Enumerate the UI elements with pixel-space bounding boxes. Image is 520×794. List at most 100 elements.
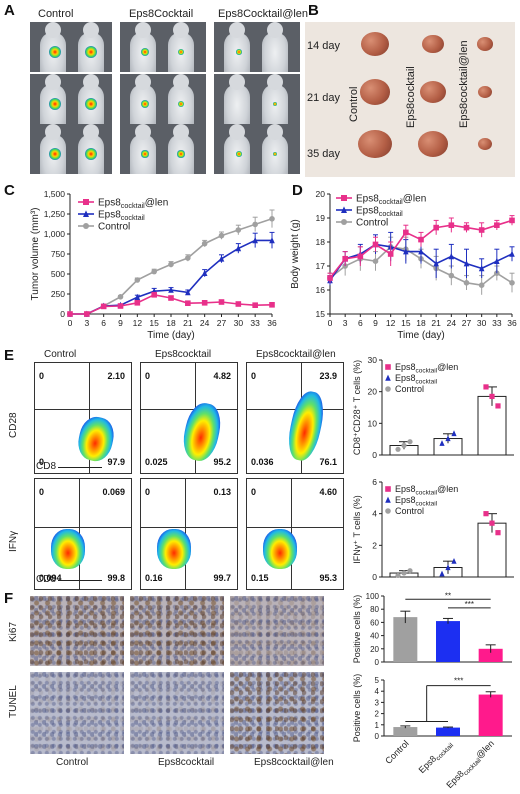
flow-ylabel-cd28: CD28	[8, 412, 19, 438]
cell-density-cloud	[157, 529, 191, 569]
bw-data-point	[433, 224, 439, 231]
luminescence-spot	[49, 46, 61, 58]
luminescence-spot	[236, 151, 242, 157]
ifng-y-tick-label: 4	[372, 509, 377, 519]
vol-x-tick-label: 36	[267, 318, 277, 328]
mouse-image	[214, 124, 300, 174]
cd28-data-point	[445, 435, 451, 442]
luminescence-spot	[177, 150, 185, 158]
ihc-col-control: Control	[56, 757, 89, 768]
vol-x-tick-label: 9	[118, 318, 123, 328]
quadrant-gate-horizontal	[35, 527, 131, 528]
vol-data-point	[235, 227, 242, 233]
cd28-data-point	[483, 384, 489, 390]
bw-x-tick-label: 3	[343, 318, 348, 328]
tunel-stain-image	[30, 672, 124, 754]
tumor	[361, 32, 389, 56]
cd28-data-point	[451, 430, 457, 437]
group-label-control: Control	[38, 8, 74, 20]
quadrant-percentage-ll: 0.15	[251, 573, 269, 583]
vol-data-point	[185, 289, 191, 296]
undefined-x-tick-label: Eps8cocktail	[417, 738, 455, 776]
vol-x-tick-label: 27	[217, 318, 227, 328]
quadrant-percentage-ul: 0	[251, 371, 257, 381]
mouse-body	[224, 74, 250, 124]
ifng-y-tick-label: 2	[372, 540, 377, 550]
ifng-data-point	[401, 570, 407, 576]
undefined-bar	[393, 617, 418, 662]
ifng-data-point	[495, 530, 501, 536]
mouse-body	[262, 22, 288, 72]
cd28-bar	[477, 395, 507, 456]
cd28-legend-label: Eps8cocktail	[395, 373, 437, 385]
luminescence-spot	[272, 151, 278, 157]
bw-x-tick-label: 15	[401, 318, 411, 328]
quadrant-gate-horizontal	[141, 409, 237, 410]
bw-y-tick-label: 15	[316, 309, 326, 319]
ifng-y-tick-label: 6	[372, 477, 377, 487]
ifng-data-point	[439, 570, 445, 577]
panel-label-e: E	[4, 347, 15, 364]
undefined-y-tick-label: 5	[375, 676, 380, 685]
vol-data-point	[117, 294, 124, 300]
luminescence-spot	[141, 100, 149, 108]
bw-legend-label: Eps8cocktail	[356, 206, 403, 219]
quadrant-percentage-lr: 99.7	[213, 573, 231, 583]
tunel-sig-label: ***	[454, 677, 463, 686]
vol-legend-label: Control	[98, 222, 130, 233]
mouse-image	[30, 22, 112, 72]
tumor-group-cocktail: Eps8cocktail	[405, 66, 417, 128]
group-label-cocktail-len: Eps8Cocktail@len	[218, 8, 309, 20]
panel-label-d: D	[292, 182, 303, 199]
undefined-y-tick-label: 0	[375, 658, 380, 667]
panel-label-b: B	[308, 2, 319, 19]
cd28-legend-marker	[385, 374, 391, 381]
flow-plot: 0 4.60 0.15 95.3	[246, 478, 344, 590]
quadrant-percentage-ul: 0	[251, 487, 257, 497]
bw-x-tick-label: 18	[416, 318, 426, 328]
vol-data-point	[269, 237, 275, 244]
luminescence-spot	[272, 101, 278, 107]
vol-x-tick-label: 0	[68, 318, 73, 328]
tumor-group-cocktail-len: Eps8cocktail@len	[458, 40, 470, 128]
bw-data-point	[478, 282, 485, 288]
vol-data-point	[218, 255, 225, 262]
ifng-data-point	[445, 564, 451, 571]
bw-data-point	[494, 270, 500, 276]
ifng-legend-marker	[385, 486, 391, 492]
bw-data-point	[509, 250, 515, 257]
flow-plot: 0 0.069 0.094 99.8	[34, 478, 132, 590]
flow-ylabel-ifng: IFNγ	[8, 530, 19, 552]
bw-data-point	[448, 272, 455, 279]
vol-data-point	[168, 286, 174, 293]
ifng-data-point	[395, 572, 401, 579]
panel-label-f: F	[4, 590, 14, 607]
bw-data-point	[509, 217, 515, 224]
vol-data-point	[218, 232, 225, 239]
panel-label-a: A	[4, 2, 15, 19]
quadrant-percentage-ur: 0.069	[102, 487, 125, 497]
quadrant-percentage-lr: 95.3	[319, 573, 337, 583]
quadrant-gate-horizontal	[141, 527, 237, 528]
tunel-stain-image	[230, 672, 324, 754]
tumor-volume-chart: 0 3 6 9 12 15 18 21 24 27 30 33 3602505007501,0001,2…	[30, 189, 277, 341]
vol-data-point	[151, 292, 157, 298]
bw-y-tick-label: 16	[316, 285, 326, 295]
mouse-image	[120, 74, 206, 124]
cell-density-cloud	[263, 529, 297, 569]
flow-xlabel-cd8-top: CD8	[36, 461, 57, 472]
flow-plot: 0 23.9 0.036 76.1	[246, 362, 344, 474]
cd28-bar-chart: 0 10 20 30 CD8⁺CD28⁺ T cells (%) Eps8cocktail…	[352, 355, 514, 460]
quadrant-percentage-ur: 4.82	[213, 371, 231, 381]
flow-col-cocktail: Eps8cocktail	[155, 349, 212, 360]
vol-x-tick-label: 21	[183, 318, 193, 328]
cd28-data-point	[439, 440, 445, 446]
vol-data-point	[201, 269, 208, 276]
vol-legend-label: Eps8cocktail	[98, 210, 145, 223]
quadrant-percentage-ul: 0	[145, 487, 151, 497]
vol-data-point	[201, 240, 208, 247]
quadrant-percentage-ur: 0.13	[213, 487, 231, 497]
bw-legend-marker	[341, 195, 347, 201]
vol-x-axis-label: Time (day)	[147, 330, 194, 341]
